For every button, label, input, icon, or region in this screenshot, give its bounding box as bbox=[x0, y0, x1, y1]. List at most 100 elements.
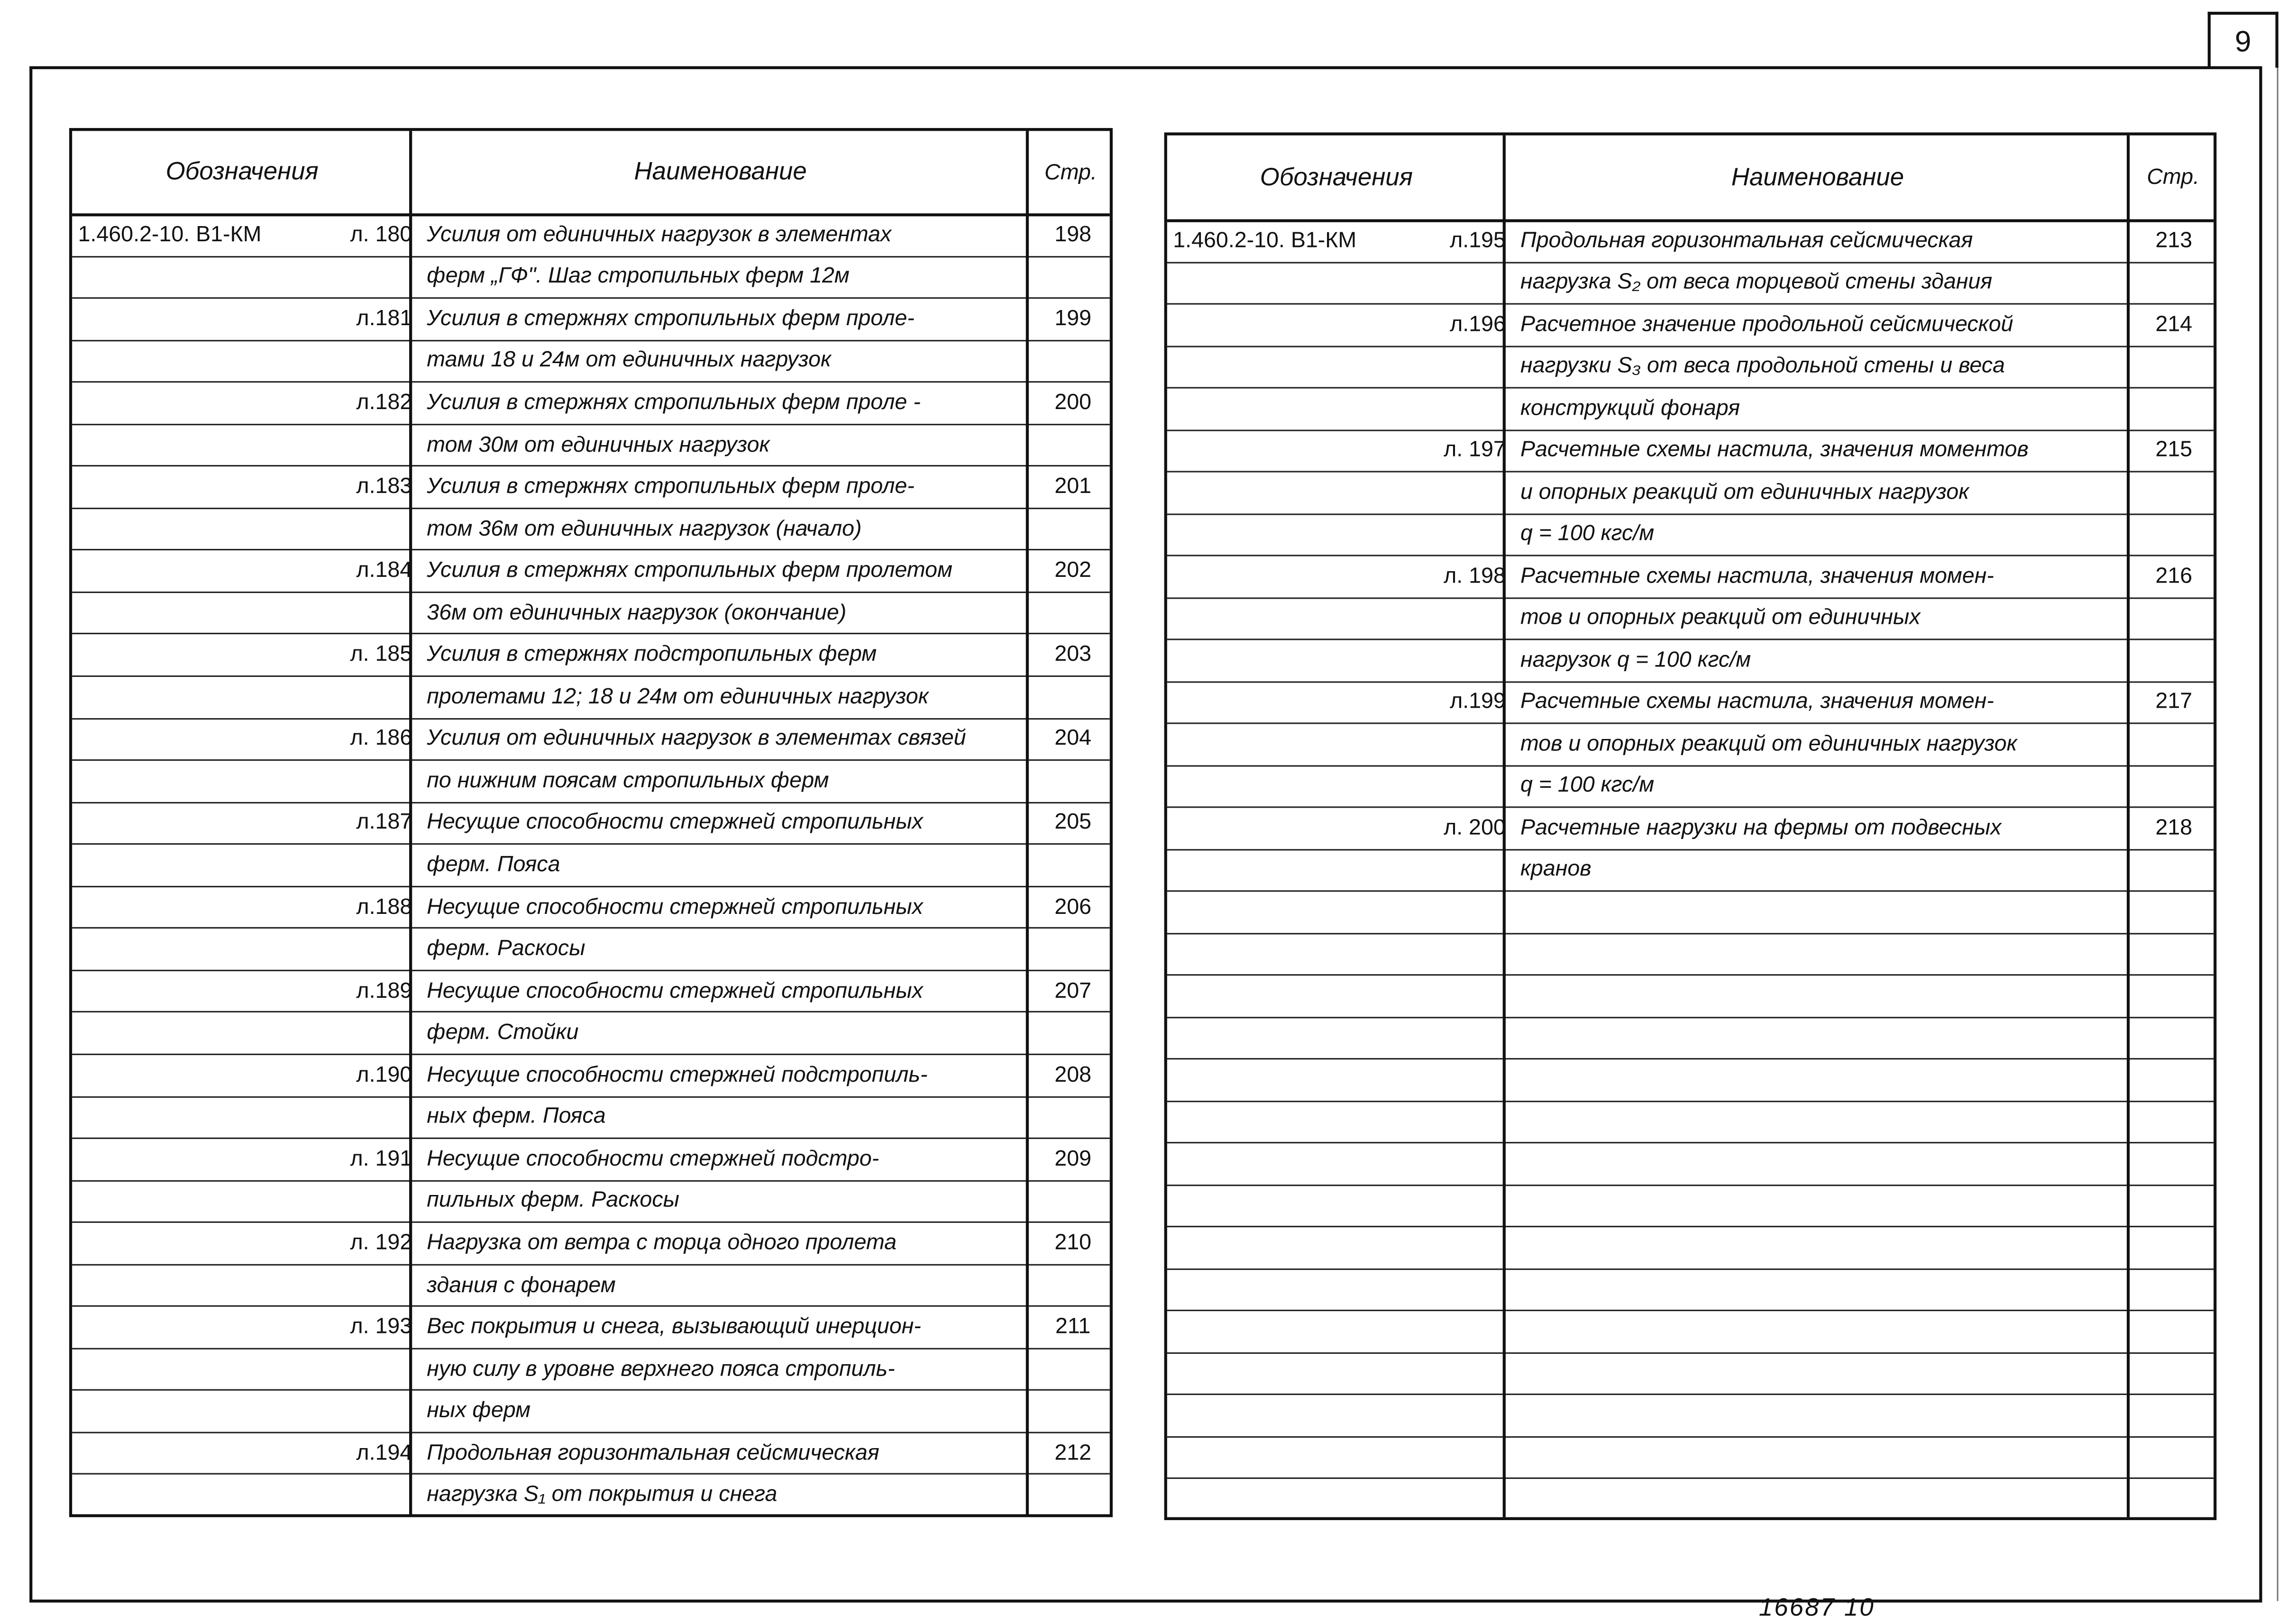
cell-sheet: л.196 bbox=[1450, 311, 1506, 337]
cell-code bbox=[1167, 597, 1379, 638]
cell-text: тов и опорных реакций от единичных bbox=[1520, 605, 1921, 630]
cell-code bbox=[1167, 555, 1379, 596]
cell-sheet bbox=[280, 255, 424, 298]
cell-text: конструкций фонаря bbox=[1520, 395, 1740, 421]
cell-code bbox=[72, 1264, 285, 1306]
table-row: л.196 Расчетное значение продольной сейсм… bbox=[1167, 303, 2214, 347]
cell-page: 199 bbox=[1054, 306, 1092, 331]
cell-sheet bbox=[280, 423, 424, 465]
cell-page: 218 bbox=[2155, 815, 2193, 840]
cell-sheet: л.199 bbox=[1450, 689, 1506, 714]
header-designation: Обозначения bbox=[1260, 163, 1413, 191]
blank-row bbox=[1167, 1394, 2214, 1437]
cell-page bbox=[1029, 1474, 1117, 1516]
cell-text: Усилия в стержнях стропильных ферм проле… bbox=[427, 390, 921, 415]
cell-sheet: л.182 bbox=[356, 390, 412, 415]
table-row: тами 18 и 24м от единичных нагрузок bbox=[72, 339, 1110, 383]
cell-text: Усилия от единичных нагрузок в элементах… bbox=[427, 726, 966, 751]
cell-code bbox=[1167, 261, 1379, 303]
cell-code bbox=[72, 885, 285, 928]
table-row: ную силу в уровне верхнего пояса стропил… bbox=[72, 1348, 1110, 1391]
cell-code bbox=[72, 844, 285, 886]
cell-text: ную силу в уровне верхнего пояса стропил… bbox=[427, 1356, 895, 1381]
cell-page: 204 bbox=[1054, 726, 1092, 751]
blank-row bbox=[1167, 1016, 2214, 1060]
cell-sheet bbox=[1373, 848, 1517, 890]
cell-text: ферм „ГФ". Шаг стропильных ферм 12м bbox=[427, 264, 850, 289]
table-row: л. 191 Несущие способности стержней подст… bbox=[72, 1138, 1110, 1181]
column-divider bbox=[1502, 135, 1506, 1517]
table-row: л.187 Несущие способности стержней стропи… bbox=[72, 802, 1110, 845]
cell-page bbox=[1029, 1390, 1117, 1432]
table-row: л.194 Продольная горизонтальная сейсмичес… bbox=[72, 1432, 1110, 1476]
cell-sheet bbox=[280, 1474, 424, 1516]
header-page: Стр. bbox=[2147, 164, 2200, 190]
cell-sheet bbox=[1373, 261, 1517, 303]
cell-text: Усилия в стержнях стропильных ферм проле… bbox=[427, 474, 915, 499]
table-row: л. 192 Нагрузка от ветра с торца одного п… bbox=[72, 1222, 1110, 1266]
cell-text: Несущие способности стержней подстропиль… bbox=[427, 1062, 928, 1087]
table-row: 36м от единичных нагрузок (окончание) bbox=[72, 592, 1110, 635]
cell-page bbox=[2130, 722, 2218, 764]
cell-sheet bbox=[280, 1390, 424, 1432]
cell-text: Несущие способности стержней стропильных bbox=[427, 978, 923, 1003]
header-designation: Обозначения bbox=[165, 157, 319, 186]
cell-sheet: л.190 bbox=[356, 1062, 412, 1087]
cell-sheet: л. 192 bbox=[350, 1230, 412, 1255]
cell-sheet bbox=[280, 675, 424, 718]
cell-code bbox=[1167, 765, 1379, 806]
cell-page: 212 bbox=[1054, 1440, 1092, 1466]
table-row: пильных ферм. Раскосы bbox=[72, 1180, 1110, 1223]
cell-text: q = 100 кгс/м bbox=[1520, 773, 1655, 798]
table-row: л.190 Несущие способности стержней подстр… bbox=[72, 1054, 1110, 1097]
cell-sheet bbox=[280, 508, 424, 550]
cell-text: нагрузки S₃ от веса продольной стены и в… bbox=[1520, 353, 2005, 379]
cell-sheet: л. 180 bbox=[350, 222, 412, 247]
table-row: ферм. Стойки bbox=[72, 1012, 1110, 1055]
table-row: л. 200 Расчетные нагрузки на фермы от под… bbox=[1167, 806, 2214, 850]
cell-text: нагрузок q = 100 кгс/м bbox=[1520, 647, 1751, 672]
cell-text: кранов bbox=[1520, 857, 1592, 882]
cell-page: 214 bbox=[2155, 311, 2193, 337]
table-row: q = 100 кгс/м bbox=[1167, 765, 2214, 808]
table-row: нагрузка S₁ от покрытия и снега bbox=[72, 1474, 1110, 1516]
cell-code bbox=[72, 675, 285, 718]
cell-page bbox=[1029, 759, 1117, 802]
cell-code bbox=[72, 1095, 285, 1138]
table-row: конструкций фонаря bbox=[1167, 387, 2214, 431]
table-row: л.199 Расчетные схемы настила, значения м… bbox=[1167, 681, 2214, 724]
cell-code bbox=[1167, 429, 1379, 471]
cell-text: Вес покрытия и снега, вызывающий инерцио… bbox=[427, 1314, 921, 1340]
table-row: том 30м от единичных нагрузок bbox=[72, 423, 1110, 467]
cell-code bbox=[72, 928, 285, 970]
table-row: л.182 Усилия в стержнях стропильных ферм … bbox=[72, 382, 1110, 425]
cell-page bbox=[1029, 1264, 1117, 1306]
cell-sheet: л.188 bbox=[356, 894, 412, 919]
table-row: том 36м от единичных нагрузок (начало) bbox=[72, 508, 1110, 551]
cell-code bbox=[72, 549, 285, 592]
cell-sheet bbox=[280, 844, 424, 886]
table-row: нагрузок q = 100 кгс/м bbox=[1167, 638, 2214, 682]
left-contents-table: Обозначения Наименование Стр. 1.460.2-10… bbox=[69, 128, 1113, 1517]
table-row: по нижним поясам стропильных ферм bbox=[72, 759, 1110, 803]
cell-sheet bbox=[280, 759, 424, 802]
cell-page bbox=[2130, 765, 2218, 806]
cell-page: 198 bbox=[1054, 222, 1092, 247]
cell-text: q = 100 кгс/м bbox=[1520, 521, 1655, 547]
cell-page: 209 bbox=[1054, 1146, 1092, 1171]
blank-row bbox=[1167, 890, 2214, 934]
table-row: ферм. Раскосы bbox=[72, 928, 1110, 971]
cell-text: Расчетные схемы настила, значения момен- bbox=[1520, 689, 1994, 714]
cell-page bbox=[1029, 675, 1117, 718]
cell-code: 1.460.2-10. В1-КМ bbox=[1173, 228, 1357, 253]
cell-text: пролетами 12; 18 и 24м от единичных нагр… bbox=[427, 684, 929, 709]
blank-row bbox=[1167, 1100, 2214, 1144]
cell-code bbox=[1167, 303, 1379, 345]
table-row: нагрузки S₃ от веса продольной стены и в… bbox=[1167, 345, 2214, 389]
cell-sheet bbox=[1373, 597, 1517, 638]
cell-code bbox=[72, 1306, 285, 1348]
cell-code bbox=[72, 508, 285, 550]
cell-page bbox=[2130, 471, 2218, 512]
cell-code bbox=[72, 1222, 285, 1264]
